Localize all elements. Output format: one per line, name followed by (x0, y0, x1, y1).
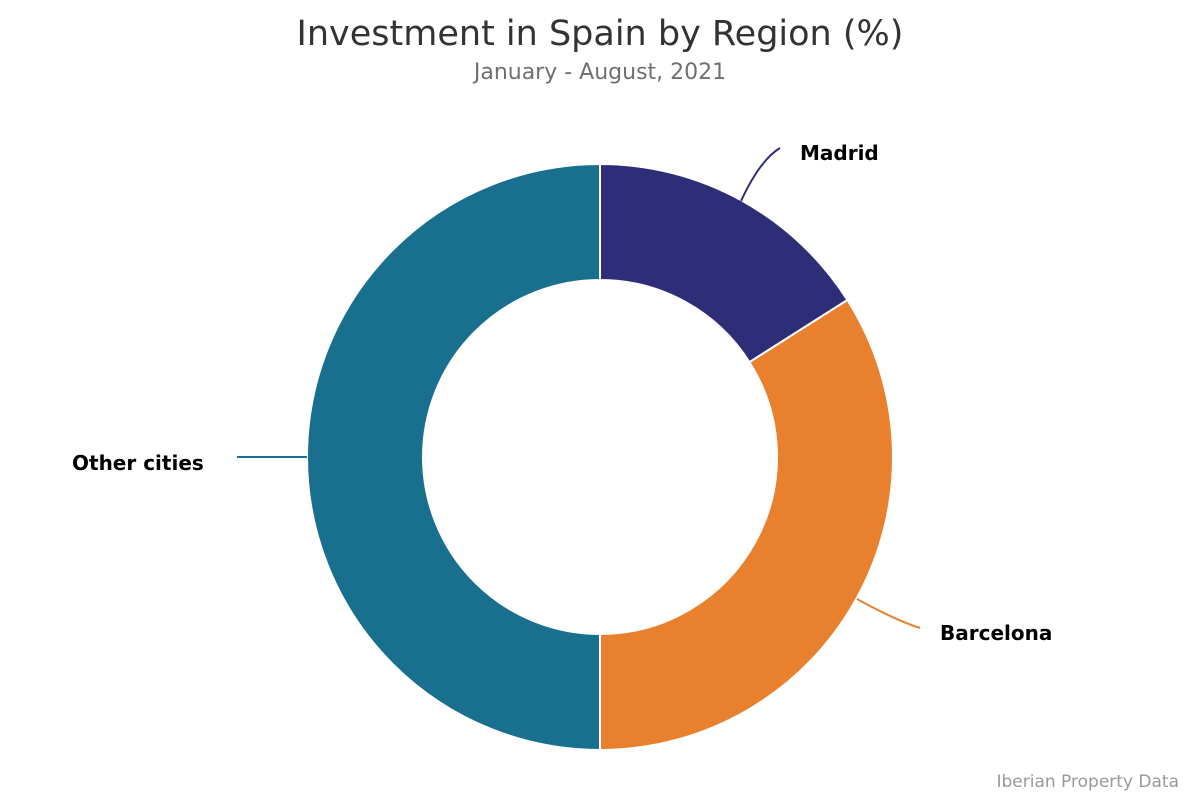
chart-subtitle: January - August, 2021 (473, 60, 727, 85)
slice-barcelona (599, 298, 894, 752)
label-madrid: Madrid (800, 141, 879, 165)
chart-title: Investment in Spain by Region (%) (296, 14, 904, 54)
leader-line-madrid (740, 147, 781, 202)
donut-slices (306, 162, 894, 752)
label-barcelona: Barcelona (940, 621, 1053, 645)
slice-other-cities (306, 162, 601, 752)
label-other-cities: Other cities (72, 451, 204, 475)
source-credit: Iberian Property Data (996, 772, 1179, 792)
leader-line-barcelona (856, 598, 921, 629)
